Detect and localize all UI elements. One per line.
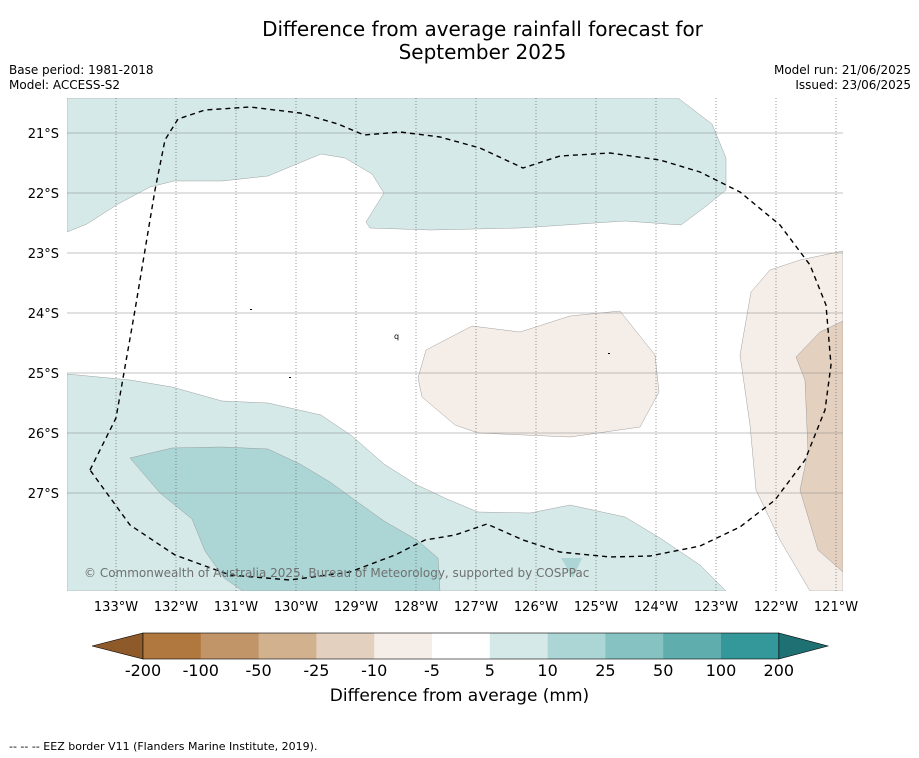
colorbar-swatch — [489, 633, 549, 659]
lon-label: 121°W — [814, 600, 858, 615]
colorbar-swatch — [605, 633, 664, 659]
colorbar-tick-label: 25 — [595, 661, 615, 680]
lon-label: 130°W — [274, 600, 318, 615]
lat-label: 21°S — [28, 127, 59, 142]
lat-label: 26°S — [28, 427, 59, 442]
lon-label: 125°W — [574, 600, 618, 615]
colorbar-tick-label: 200 — [764, 661, 795, 680]
wet-light-region-north — [67, 98, 727, 233]
colorbar-swatch — [547, 633, 606, 659]
colorbar-tick-label: -50 — [246, 661, 272, 680]
colorbar-swatch — [432, 633, 491, 659]
model-name: Model: ACCESS-S2 — [9, 78, 121, 92]
colorbar-tick-label: -100 — [183, 661, 219, 680]
lon-label: 131°W — [214, 600, 258, 615]
colorbar-swatch — [143, 633, 202, 659]
wet-medium-region-south — [129, 446, 441, 591]
colorbar-swatch — [258, 633, 317, 659]
title-line-2: September 2025 — [398, 40, 567, 64]
lon-label: 123°W — [694, 600, 738, 615]
lon-label: 129°W — [334, 600, 378, 615]
colorbar-title: Difference from average (mm) — [329, 686, 590, 706]
eez-legend-note: -- -- -- EEZ border V11 (Flanders Marine… — [9, 740, 318, 753]
lat-label: 25°S — [28, 367, 59, 382]
svg-text:q: q — [394, 332, 399, 341]
issued-date: Issued: 23/06/2025 — [795, 78, 911, 92]
model-run: Model run: 21/06/2025 — [773, 63, 911, 77]
base-period: Base period: 1981-2018 — [9, 63, 154, 77]
map-panel: q © Commonwealth of Australia 2025, Bure… — [28, 98, 858, 615]
graticule — [115, 98, 837, 591]
colorbar-tick-label: 100 — [706, 661, 737, 680]
lat-labels: 21°S 22°S 23°S 24°S 25°S 26°S 27°S — [28, 127, 59, 502]
colorbar-swatch — [663, 633, 722, 659]
colorbar-swatch — [374, 633, 433, 659]
colorbar-tick-label: -25 — [303, 661, 329, 680]
lon-label: 133°W — [94, 600, 138, 615]
map-title: Difference from average rainfall forecas… — [0, 18, 919, 64]
colorbar-tick-label: -200 — [125, 661, 161, 680]
meta-left: Base period: 1981-2018 Model: ACCESS-S2 — [9, 63, 154, 93]
lon-label: 132°W — [154, 600, 198, 615]
colorbar-tick-label: 10 — [537, 661, 557, 680]
meta-right: Model run: 21/06/2025 Issued: 23/06/2025 — [774, 63, 911, 93]
eez-border — [89, 106, 832, 581]
lon-label: 128°W — [394, 600, 438, 615]
lon-label: 124°W — [634, 600, 678, 615]
colorbar-swatch — [721, 633, 780, 659]
colorbar: -200 -100 -50 -25 -10 -5 5 10 25 50 100 200 — [91, 632, 830, 680]
lat-label: 24°S — [28, 307, 59, 322]
dry-light-region-centre — [417, 310, 660, 438]
wet-medium-bump — [561, 558, 582, 578]
lat-label: 23°S — [28, 247, 59, 262]
copyright-text: © Commonwealth of Australia 2025, Bureau… — [84, 566, 589, 580]
lon-label: 126°W — [514, 600, 558, 615]
lon-labels: 133°W 132°W 131°W 130°W 129°W 128°W 127°… — [94, 600, 858, 615]
lat-label: 27°S — [28, 487, 59, 502]
colorbar-swatch — [200, 633, 260, 659]
colorbar-tick-label: 5 — [485, 661, 495, 680]
lon-label: 127°W — [454, 600, 498, 615]
title-line-1: Difference from average rainfall forecas… — [262, 17, 703, 41]
colorbar-extend-high — [778, 632, 830, 660]
colorbar-tick-label: 50 — [653, 661, 673, 680]
colorbar-swatch — [316, 633, 375, 659]
colorbar-tick-label: -10 — [361, 661, 387, 680]
colorbar-tick-label: -5 — [424, 661, 440, 680]
colorbar-extend-low — [91, 632, 144, 660]
island-marks: q — [250, 309, 610, 378]
lat-label: 22°S — [28, 187, 59, 202]
lon-label: 122°W — [754, 600, 798, 615]
colorbar-frame — [142, 632, 780, 660]
